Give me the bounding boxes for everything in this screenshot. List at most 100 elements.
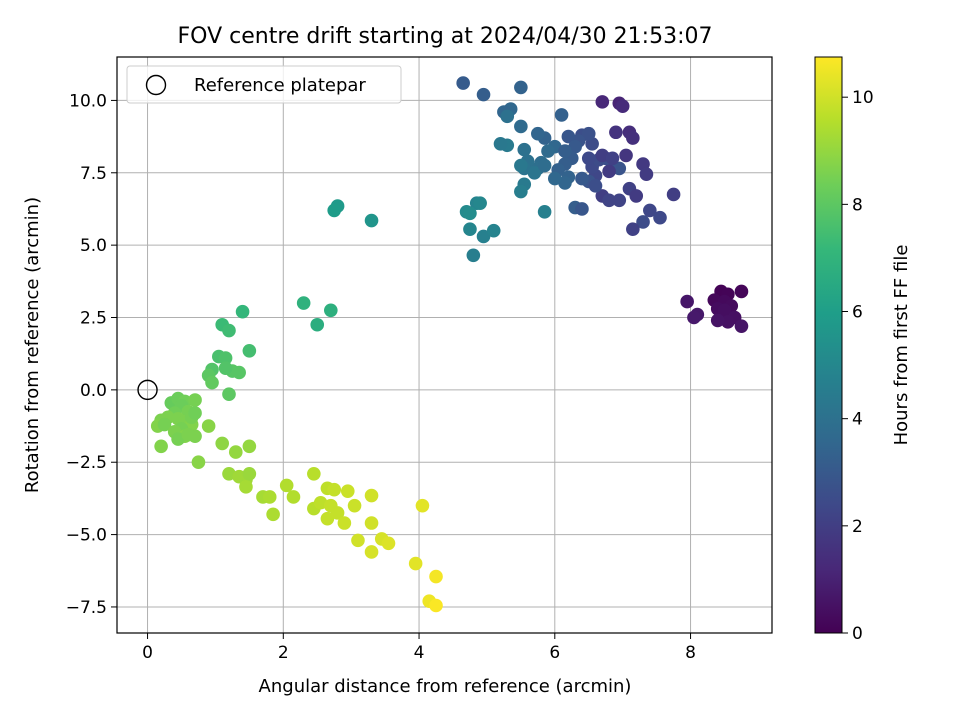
scatter-point bbox=[324, 303, 338, 318]
scatter-point bbox=[721, 315, 735, 329]
colorbar-tick-label: 4 bbox=[852, 410, 863, 430]
plot-area-frame bbox=[116, 56, 773, 634]
legend: Reference platepar bbox=[126, 65, 402, 104]
scatter-point bbox=[612, 193, 627, 208]
scatter-point bbox=[415, 498, 430, 513]
scatter-point bbox=[588, 179, 603, 193]
scatter-point bbox=[205, 375, 219, 390]
scatter-point bbox=[320, 511, 335, 526]
scatter-point bbox=[310, 317, 325, 332]
scatter-point bbox=[581, 151, 596, 166]
scatter-point bbox=[554, 108, 569, 122]
reference-marker-layer bbox=[137, 379, 158, 401]
scatter-point bbox=[154, 439, 168, 454]
legend-box bbox=[126, 65, 402, 104]
scatter-point bbox=[734, 284, 749, 299]
colorbar-tick-label: 6 bbox=[852, 303, 863, 323]
scatter-point bbox=[514, 80, 528, 95]
scatter-point bbox=[476, 229, 491, 244]
scatter-point bbox=[734, 319, 749, 333]
scatter-point bbox=[619, 148, 633, 163]
y-tick-label: 5.0 bbox=[80, 236, 107, 256]
scatter-point bbox=[575, 171, 589, 186]
scatter-point bbox=[364, 545, 379, 559]
scatter-point bbox=[242, 343, 257, 358]
legend-marker-reference bbox=[145, 74, 167, 96]
scatter-point bbox=[636, 215, 650, 229]
y-tick-label: 2.5 bbox=[80, 309, 107, 329]
scatter-point bbox=[605, 151, 620, 166]
scatter-point bbox=[595, 148, 610, 163]
colorbar-ticks: 0 2 4 6 8 10 bbox=[842, 88, 874, 644]
scatter-point bbox=[201, 419, 216, 433]
scatter-point bbox=[666, 187, 681, 202]
scatter-point bbox=[307, 467, 321, 481]
scatter-point bbox=[602, 193, 616, 208]
colorbar-tick-label: 8 bbox=[852, 195, 863, 215]
scatter-point bbox=[476, 87, 491, 102]
reference-platepar-marker bbox=[137, 379, 158, 401]
scatter-point bbox=[330, 506, 345, 520]
scatter-point bbox=[609, 125, 623, 140]
scatter-point bbox=[296, 296, 311, 310]
scatter-point bbox=[537, 205, 552, 219]
scatter-point bbox=[347, 498, 362, 513]
scatter-point bbox=[547, 171, 562, 186]
x-tick-label: 4 bbox=[414, 643, 425, 663]
scatter-point bbox=[653, 210, 667, 225]
scatter-point bbox=[514, 119, 528, 134]
scatter-point bbox=[581, 126, 596, 141]
scatter-point bbox=[381, 536, 396, 551]
scatter-point bbox=[188, 406, 202, 420]
scatter-point bbox=[575, 202, 589, 216]
scatter-point bbox=[473, 196, 487, 210]
colorbar-tick-label: 2 bbox=[852, 517, 863, 537]
scatter-point bbox=[157, 417, 172, 432]
scatter-point bbox=[493, 137, 508, 151]
scatter-point bbox=[181, 427, 196, 442]
colorbar bbox=[814, 56, 843, 634]
scatter-point bbox=[337, 516, 352, 530]
scatter-point bbox=[351, 533, 365, 548]
scatter-point bbox=[602, 164, 616, 179]
scatter-point bbox=[568, 139, 582, 154]
y-tick-label: 7.5 bbox=[80, 164, 107, 184]
y-tick-label: 10.0 bbox=[69, 91, 107, 111]
scatter-point bbox=[235, 304, 250, 319]
scatter-point bbox=[541, 144, 555, 158]
scatter-point bbox=[222, 387, 236, 402]
y-tick-label: −5.0 bbox=[66, 526, 107, 546]
scatter-point bbox=[286, 490, 301, 504]
scatter-point bbox=[514, 158, 528, 173]
scatter-point bbox=[643, 203, 657, 218]
scatter-point bbox=[537, 158, 552, 173]
scatter-point bbox=[188, 393, 202, 407]
scatter-point bbox=[595, 95, 610, 109]
x-tick-label: 6 bbox=[549, 643, 560, 663]
scatter-points bbox=[150, 76, 749, 613]
scatter-point bbox=[429, 598, 443, 613]
scatter-point bbox=[228, 445, 243, 459]
y-tick-label: −2.5 bbox=[66, 453, 107, 473]
scatter-point bbox=[262, 490, 277, 504]
scatter-point bbox=[463, 222, 477, 237]
chart-title: FOV centre drift starting at 2024/04/30 … bbox=[178, 24, 713, 49]
scatter-point bbox=[717, 303, 732, 318]
colorbar-label: Hours from first FF file bbox=[891, 245, 912, 446]
scatter-point bbox=[364, 516, 379, 530]
y-axis-label: Rotation from reference (arcmin) bbox=[22, 197, 43, 493]
scatter-point bbox=[612, 161, 627, 176]
scatter-point bbox=[239, 480, 253, 494]
scatter-point bbox=[680, 294, 694, 309]
x-tick-label: 8 bbox=[685, 643, 696, 663]
scatter-point bbox=[626, 222, 640, 237]
scatter-point bbox=[429, 569, 443, 584]
scatter-point bbox=[615, 99, 630, 114]
scatter-point bbox=[486, 223, 501, 238]
scatter-point bbox=[215, 436, 230, 451]
y-axis-ticks: −7.5 −5.0 −2.5 0.0 2.5 5.0 7.5 10.0 bbox=[66, 91, 117, 618]
scatter-point bbox=[558, 144, 572, 158]
scatter-point bbox=[222, 323, 236, 338]
scatter-point bbox=[687, 310, 701, 325]
